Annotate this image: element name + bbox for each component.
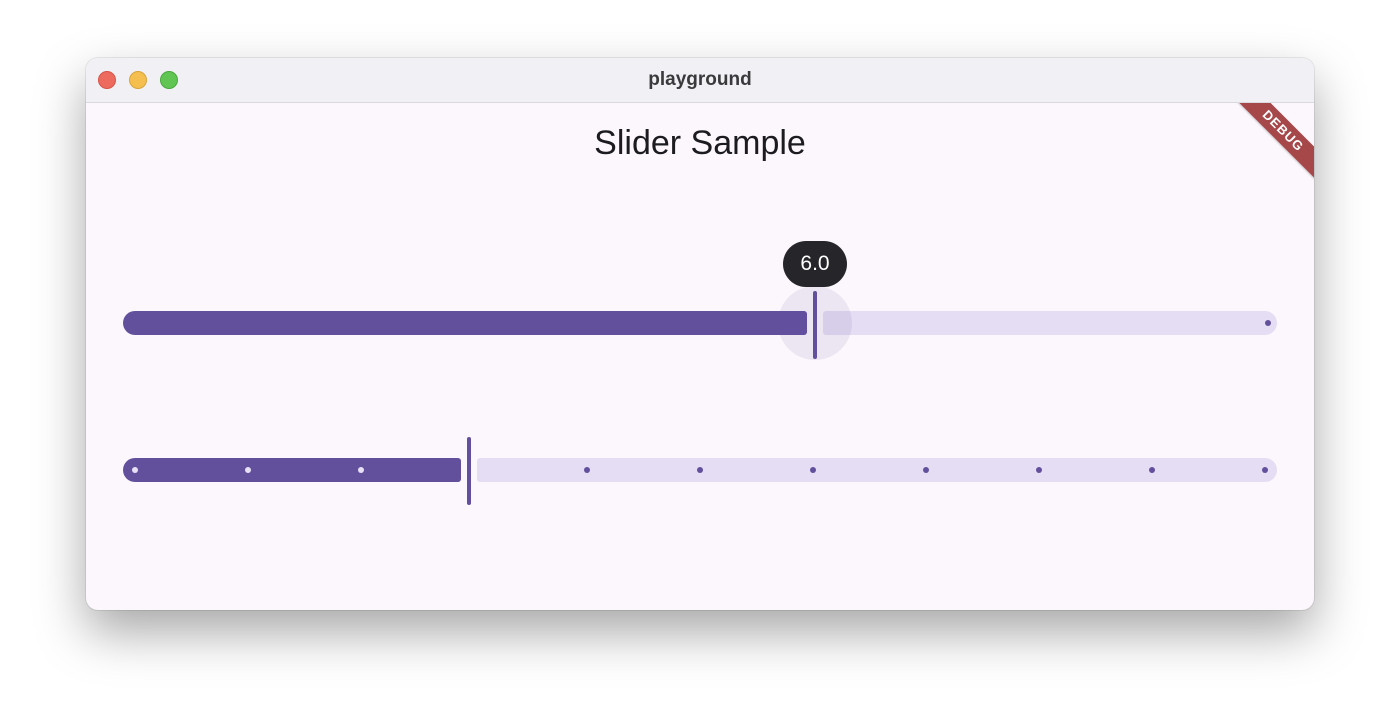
slider-tick-mark	[1149, 467, 1155, 473]
slider-tick-mark	[810, 467, 816, 473]
debug-banner-container: DEBUG	[1224, 103, 1314, 193]
title-bar[interactable]: playground	[86, 58, 1314, 103]
slider-handle[interactable]	[813, 291, 817, 359]
slider-tick-mark	[1262, 467, 1268, 473]
discrete-slider[interactable]	[123, 430, 1277, 510]
slider-tick-mark	[132, 467, 138, 473]
app-window: playground Slider Sample DEBUG 6.0	[86, 58, 1314, 610]
slider-handle[interactable]	[467, 437, 471, 505]
slider-inactive-track[interactable]	[477, 458, 1277, 482]
slider-inactive-track[interactable]	[823, 311, 1277, 335]
window-title: playground	[648, 69, 752, 90]
slider-tick-mark	[923, 467, 929, 473]
page-title: Slider Sample	[594, 124, 806, 162]
slider-tick-mark	[358, 467, 364, 473]
minimize-window-button[interactable]	[129, 71, 147, 89]
maximize-window-button[interactable]	[160, 71, 178, 89]
slider-tick-mark	[697, 467, 703, 473]
continuous-slider[interactable]: 6.0	[123, 241, 1277, 363]
slider-tick-mark	[245, 467, 251, 473]
slider-value-label: 6.0	[783, 241, 847, 287]
slider-tick-mark	[584, 467, 590, 473]
slider-end-tick	[1265, 320, 1271, 326]
close-window-button[interactable]	[98, 71, 116, 89]
slider-tick-mark	[1036, 467, 1042, 473]
slider-active-track[interactable]	[123, 311, 807, 335]
slider-active-track[interactable]	[123, 458, 461, 482]
app-content: Slider Sample DEBUG 6.0	[86, 103, 1314, 610]
debug-banner: DEBUG	[1229, 103, 1314, 185]
